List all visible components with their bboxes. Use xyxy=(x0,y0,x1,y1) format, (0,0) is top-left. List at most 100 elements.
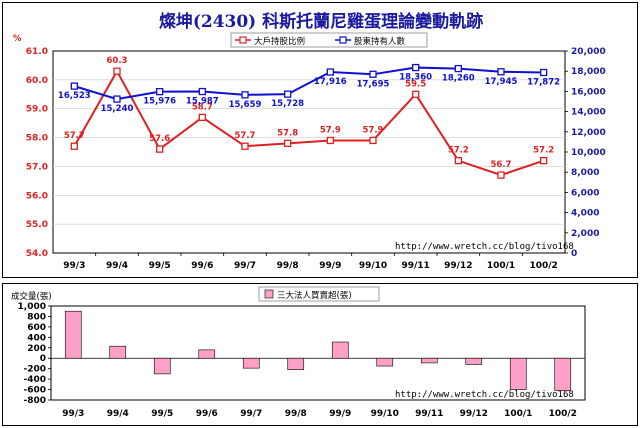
legend-label-1: 大戶持股比例 xyxy=(254,36,305,47)
right-y-tick-label: 8,000 xyxy=(571,168,599,178)
watermark-top: http://www.wretch.cc/blog/tivo168 xyxy=(395,242,574,252)
series-1-data-label: 60.3 xyxy=(107,56,128,66)
series-2-data-label: 16,523 xyxy=(58,91,91,101)
right-y-tick-label: 4,000 xyxy=(571,209,599,219)
bottom-x-tick-label: 99/8 xyxy=(285,409,307,419)
right-y-tick-label: 14,000 xyxy=(571,108,606,118)
right-y-tick-label: 2,000 xyxy=(571,229,599,239)
volume-bar xyxy=(331,341,349,359)
plot-area xyxy=(52,50,566,254)
institutional-volume-chart-panel: 成交量(張) 三大法人買賣超(張) http://www.wretch.cc/b… xyxy=(2,283,638,426)
left-y-tick-label: 59.0 xyxy=(26,105,48,115)
series-2-point xyxy=(326,68,334,76)
series-2-data-label: 15,728 xyxy=(271,99,304,109)
bottom-x-tick-label: 99/3 xyxy=(62,409,84,419)
right-y-tick-label: 18,000 xyxy=(571,67,606,77)
bottom-x-tick-label: 99/11 xyxy=(415,409,443,419)
series-2-point xyxy=(70,82,78,90)
left-y-tick-label: 55.0 xyxy=(26,220,48,230)
bottom-x-tick-label: 99/7 xyxy=(240,409,262,419)
bottom-plot-area xyxy=(50,305,586,401)
volume-bar xyxy=(554,357,572,391)
series-2-data-label: 15,240 xyxy=(101,104,134,114)
bottom-x-tick-label: 100/1 xyxy=(504,409,532,419)
x-tick-label: 99/6 xyxy=(191,261,213,271)
legend-marker-2 xyxy=(339,36,347,44)
legend-label-2: 股東持有人數 xyxy=(354,36,406,47)
egg-theory-chart-panel: 燦坤(2430) 科斯托蘭尼雞蛋理論變動軌跡 % 大戶持股比例 股東持有人數 h… xyxy=(2,2,638,278)
series-2-point xyxy=(412,63,420,72)
series-1-point xyxy=(113,67,121,75)
legend-marker-1 xyxy=(239,36,247,44)
series-1-data-label: 57.2 xyxy=(448,146,469,156)
x-tick-label: 100/2 xyxy=(529,261,557,271)
series-1-point xyxy=(70,142,78,150)
x-tick-label: 100/1 xyxy=(487,261,515,271)
volume-bar xyxy=(198,349,216,359)
bottom-y-tick-label: -400 xyxy=(23,375,46,385)
left-y-tick-label: 54.0 xyxy=(26,249,48,259)
series-line-1 xyxy=(73,69,544,177)
volume-bar xyxy=(509,357,527,390)
volume-bar xyxy=(465,357,483,365)
series-1-point xyxy=(454,157,462,165)
bottom-x-tick-label: 99/4 xyxy=(107,409,129,419)
series-2-data-label: 17,916 xyxy=(314,77,347,87)
right-y-tick-label: 10,000 xyxy=(571,148,606,158)
series-1-point xyxy=(326,136,334,145)
x-tick-label: 99/8 xyxy=(277,261,299,271)
watermark-bottom: http://www.wretch.cc/blog/tivo168 xyxy=(395,390,574,400)
bottom-y-tick-label: -600 xyxy=(23,386,46,396)
series-1-point xyxy=(412,90,420,98)
left-y-tick-label: 57.0 xyxy=(26,162,48,172)
volume-bar xyxy=(376,357,394,367)
x-tick-label: 99/7 xyxy=(234,261,256,271)
series-2-point xyxy=(156,87,164,96)
series-2-point xyxy=(497,68,505,76)
series-1-data-label: 57.6 xyxy=(149,134,170,144)
left-y-tick-label: 60.0 xyxy=(26,76,48,86)
bottom-x-tick-label: 99/9 xyxy=(329,409,351,419)
series-2-data-label: 15,976 xyxy=(143,97,176,107)
series-2-data-label: 17,945 xyxy=(485,77,518,87)
bottom-y-tick-label: 1,000 xyxy=(18,302,46,312)
series-2-point xyxy=(540,68,548,77)
bottom-legend: 三大法人買賣超(張) xyxy=(258,286,380,302)
series-2-data-label: 17,872 xyxy=(527,77,560,87)
bottom-y-tick-label: -200 xyxy=(23,365,46,375)
series-1-data-label: 57.2 xyxy=(533,146,554,156)
series-line-2 xyxy=(74,66,544,101)
series-2-data-label: 15,987 xyxy=(186,97,219,107)
series-1-data-label: 57.7 xyxy=(64,131,85,141)
bottom-y-tick-label: 600 xyxy=(27,323,46,333)
series-1-point xyxy=(540,157,548,165)
right-y-tick-label: 0 xyxy=(571,249,577,259)
right-y-tick-label: 6,000 xyxy=(571,188,599,198)
right-y-tick-label: 12,000 xyxy=(571,128,606,138)
volume-bar xyxy=(242,357,260,369)
volume-bar xyxy=(64,310,82,359)
x-tick-label: 99/4 xyxy=(106,261,128,271)
left-axis-unit: % xyxy=(13,34,22,44)
series-2-data-label: 18,260 xyxy=(442,74,475,84)
bottom-x-tick-label: 99/12 xyxy=(460,409,488,419)
series-1-point xyxy=(497,171,505,179)
series-1-point xyxy=(198,113,206,122)
series-1-data-label: 59.5 xyxy=(405,79,426,89)
bottom-x-tick-label: 100/2 xyxy=(549,409,577,419)
series-2-point xyxy=(454,64,462,73)
series-1-data-label: 57.8 xyxy=(277,128,298,138)
series-2-data-label: 15,659 xyxy=(229,100,262,110)
right-y-tick-label: 20,000 xyxy=(571,47,606,57)
series-1-point xyxy=(156,145,164,153)
bottom-legend-label: 三大法人買賣超(張) xyxy=(277,290,352,301)
left-y-tick-label: 61.0 xyxy=(26,47,48,57)
series-2-data-label: 17,695 xyxy=(357,79,390,89)
bottom-y-tick-label: -800 xyxy=(23,396,46,406)
bottom-y-tick-label: 0 xyxy=(40,354,46,364)
series-1-point xyxy=(369,136,377,145)
series-2-point xyxy=(241,91,249,99)
bottom-y-tick-label: 200 xyxy=(27,344,46,354)
bottom-legend-box xyxy=(258,286,380,302)
series-1-data-label: 58.7 xyxy=(192,102,213,112)
